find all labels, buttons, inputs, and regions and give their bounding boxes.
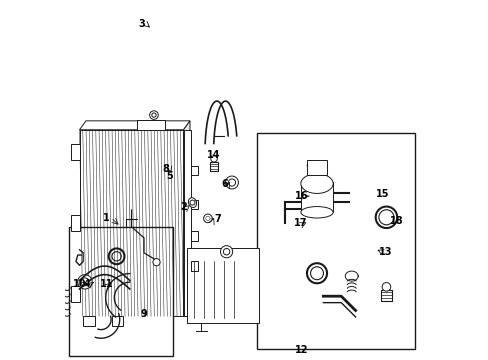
Text: 9: 9 bbox=[141, 310, 147, 319]
Circle shape bbox=[381, 283, 390, 291]
Text: 13: 13 bbox=[379, 247, 392, 257]
Text: 16: 16 bbox=[295, 191, 308, 201]
Ellipse shape bbox=[306, 161, 326, 170]
Circle shape bbox=[220, 246, 232, 258]
Circle shape bbox=[149, 111, 158, 120]
Ellipse shape bbox=[188, 198, 196, 207]
Bar bbox=[187, 248, 258, 323]
Circle shape bbox=[228, 179, 235, 186]
Circle shape bbox=[78, 275, 92, 289]
Circle shape bbox=[210, 156, 217, 162]
Text: 14: 14 bbox=[207, 150, 220, 160]
Circle shape bbox=[151, 113, 156, 117]
Text: 8: 8 bbox=[162, 164, 169, 174]
Bar bbox=[70, 144, 80, 160]
Text: 2: 2 bbox=[180, 202, 186, 212]
Text: 18: 18 bbox=[389, 216, 403, 226]
Bar bbox=[210, 162, 217, 171]
Text: 5: 5 bbox=[165, 171, 172, 181]
Circle shape bbox=[81, 278, 89, 286]
Text: 6: 6 bbox=[221, 179, 228, 189]
Circle shape bbox=[190, 200, 195, 205]
Bar bbox=[83, 316, 94, 326]
Polygon shape bbox=[80, 130, 183, 316]
Bar bbox=[191, 166, 198, 175]
Circle shape bbox=[223, 248, 229, 255]
Polygon shape bbox=[183, 121, 190, 316]
Circle shape bbox=[153, 258, 160, 266]
Text: 4: 4 bbox=[83, 279, 90, 289]
Bar bbox=[191, 200, 198, 209]
Bar bbox=[380, 290, 391, 301]
Text: 10: 10 bbox=[73, 279, 86, 289]
Bar bbox=[69, 226, 172, 356]
Circle shape bbox=[225, 176, 238, 189]
Bar bbox=[191, 261, 198, 271]
Bar bbox=[112, 316, 123, 326]
Bar bbox=[183, 130, 191, 316]
Ellipse shape bbox=[300, 207, 332, 218]
Bar bbox=[137, 120, 165, 130]
Text: 1: 1 bbox=[103, 213, 110, 222]
Bar bbox=[306, 160, 326, 175]
Ellipse shape bbox=[300, 174, 332, 193]
Text: 15: 15 bbox=[375, 189, 388, 199]
Text: 12: 12 bbox=[295, 345, 308, 355]
Bar bbox=[70, 215, 80, 231]
Bar bbox=[257, 134, 414, 348]
Text: 17: 17 bbox=[293, 218, 307, 228]
Text: 7: 7 bbox=[214, 215, 221, 224]
Bar bbox=[300, 182, 332, 212]
Bar bbox=[70, 286, 80, 302]
Polygon shape bbox=[80, 121, 190, 130]
Text: 3: 3 bbox=[138, 19, 144, 29]
Bar bbox=[191, 231, 198, 241]
Text: 11: 11 bbox=[100, 279, 113, 289]
